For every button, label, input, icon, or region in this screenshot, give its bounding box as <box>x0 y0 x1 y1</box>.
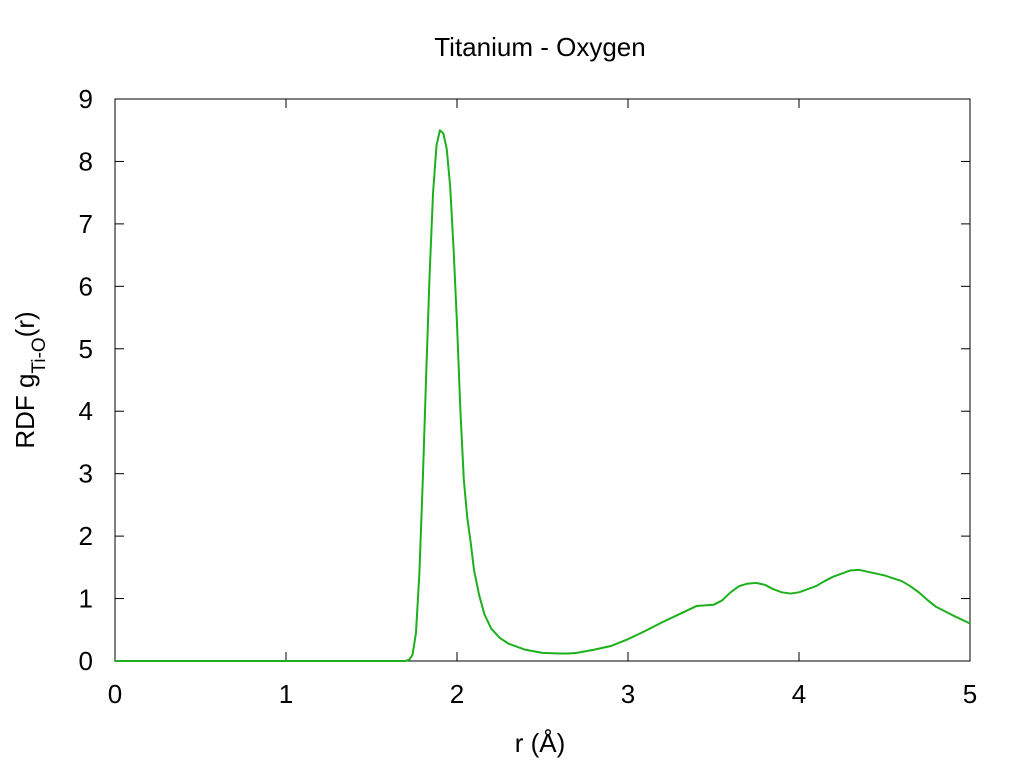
x-tick-label: 5 <box>963 679 977 709</box>
y-tick-label: 4 <box>79 396 93 426</box>
x-tick-label: 4 <box>792 679 806 709</box>
y-tick-label: 9 <box>79 84 93 114</box>
chart-title: Titanium - Oxygen <box>434 32 645 62</box>
y-tick-label: 3 <box>79 459 93 489</box>
y-tick-label: 0 <box>79 646 93 676</box>
y-axis-label-prefix: RDF g <box>10 374 40 449</box>
x-tick-label: 1 <box>279 679 293 709</box>
x-axis-label: r (Å) <box>515 728 566 758</box>
y-axis-label: RDF gTi-O(r) <box>10 311 50 448</box>
x-tick-label: 0 <box>108 679 122 709</box>
y-tick-label: 8 <box>79 146 93 176</box>
y-tick-label: 5 <box>79 334 93 364</box>
y-axis-label-subscript: Ti-O <box>29 337 50 373</box>
plot-frame <box>114 98 971 662</box>
y-tick-label: 6 <box>79 271 93 301</box>
y-tick-label: 1 <box>79 584 93 614</box>
y-tick-label: 2 <box>79 521 93 551</box>
x-tick-label: 2 <box>450 679 464 709</box>
series-line <box>115 129 971 662</box>
x-tick-label: 3 <box>621 679 635 709</box>
y-tick-label: 7 <box>79 209 93 239</box>
y-axis: 0 1 2 3 4 5 6 7 8 9 <box>79 84 970 676</box>
x-axis: 0 1 2 3 4 5 <box>108 99 977 709</box>
y-axis-label-suffix: (r) <box>10 311 40 337</box>
